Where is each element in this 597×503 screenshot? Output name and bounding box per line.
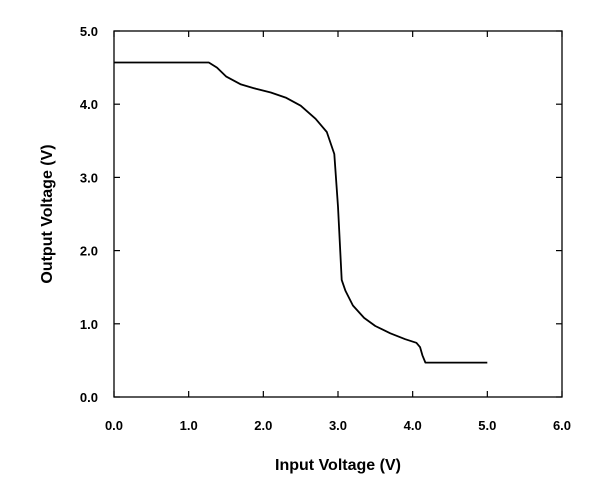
y-tick-label: 3.0: [80, 170, 98, 185]
y-tick-label: 0.0: [80, 390, 98, 405]
plot-frame: [113, 30, 563, 398]
y-tick-label: 5.0: [80, 24, 98, 39]
x-tick-label: 0.0: [105, 418, 123, 433]
y-tick-label: 2.0: [80, 244, 98, 259]
x-tick-label: 4.0: [404, 418, 422, 433]
x-tick-label: 3.0: [329, 418, 347, 433]
x-tick-label: 6.0: [553, 418, 571, 433]
x-tick-label: 1.0: [180, 418, 198, 433]
tick-labels-layer: 0.0 1.0 2.0 3.0 4.0 5.0 6.0 0.0 1.0 2.0 3.0 4.0 5.0: [80, 24, 571, 433]
y-tick-label: 4.0: [80, 97, 98, 112]
x-tick-label: 2.0: [254, 418, 272, 433]
x-tick-label: 5.0: [478, 418, 496, 433]
series-layer: [114, 61, 488, 364]
y-tick-label: 1.0: [80, 317, 98, 332]
x-axis-title: Input Voltage (V): [275, 457, 401, 474]
series-line: [114, 61, 488, 364]
y-axis-title: Output Voltage (V): [39, 144, 56, 283]
